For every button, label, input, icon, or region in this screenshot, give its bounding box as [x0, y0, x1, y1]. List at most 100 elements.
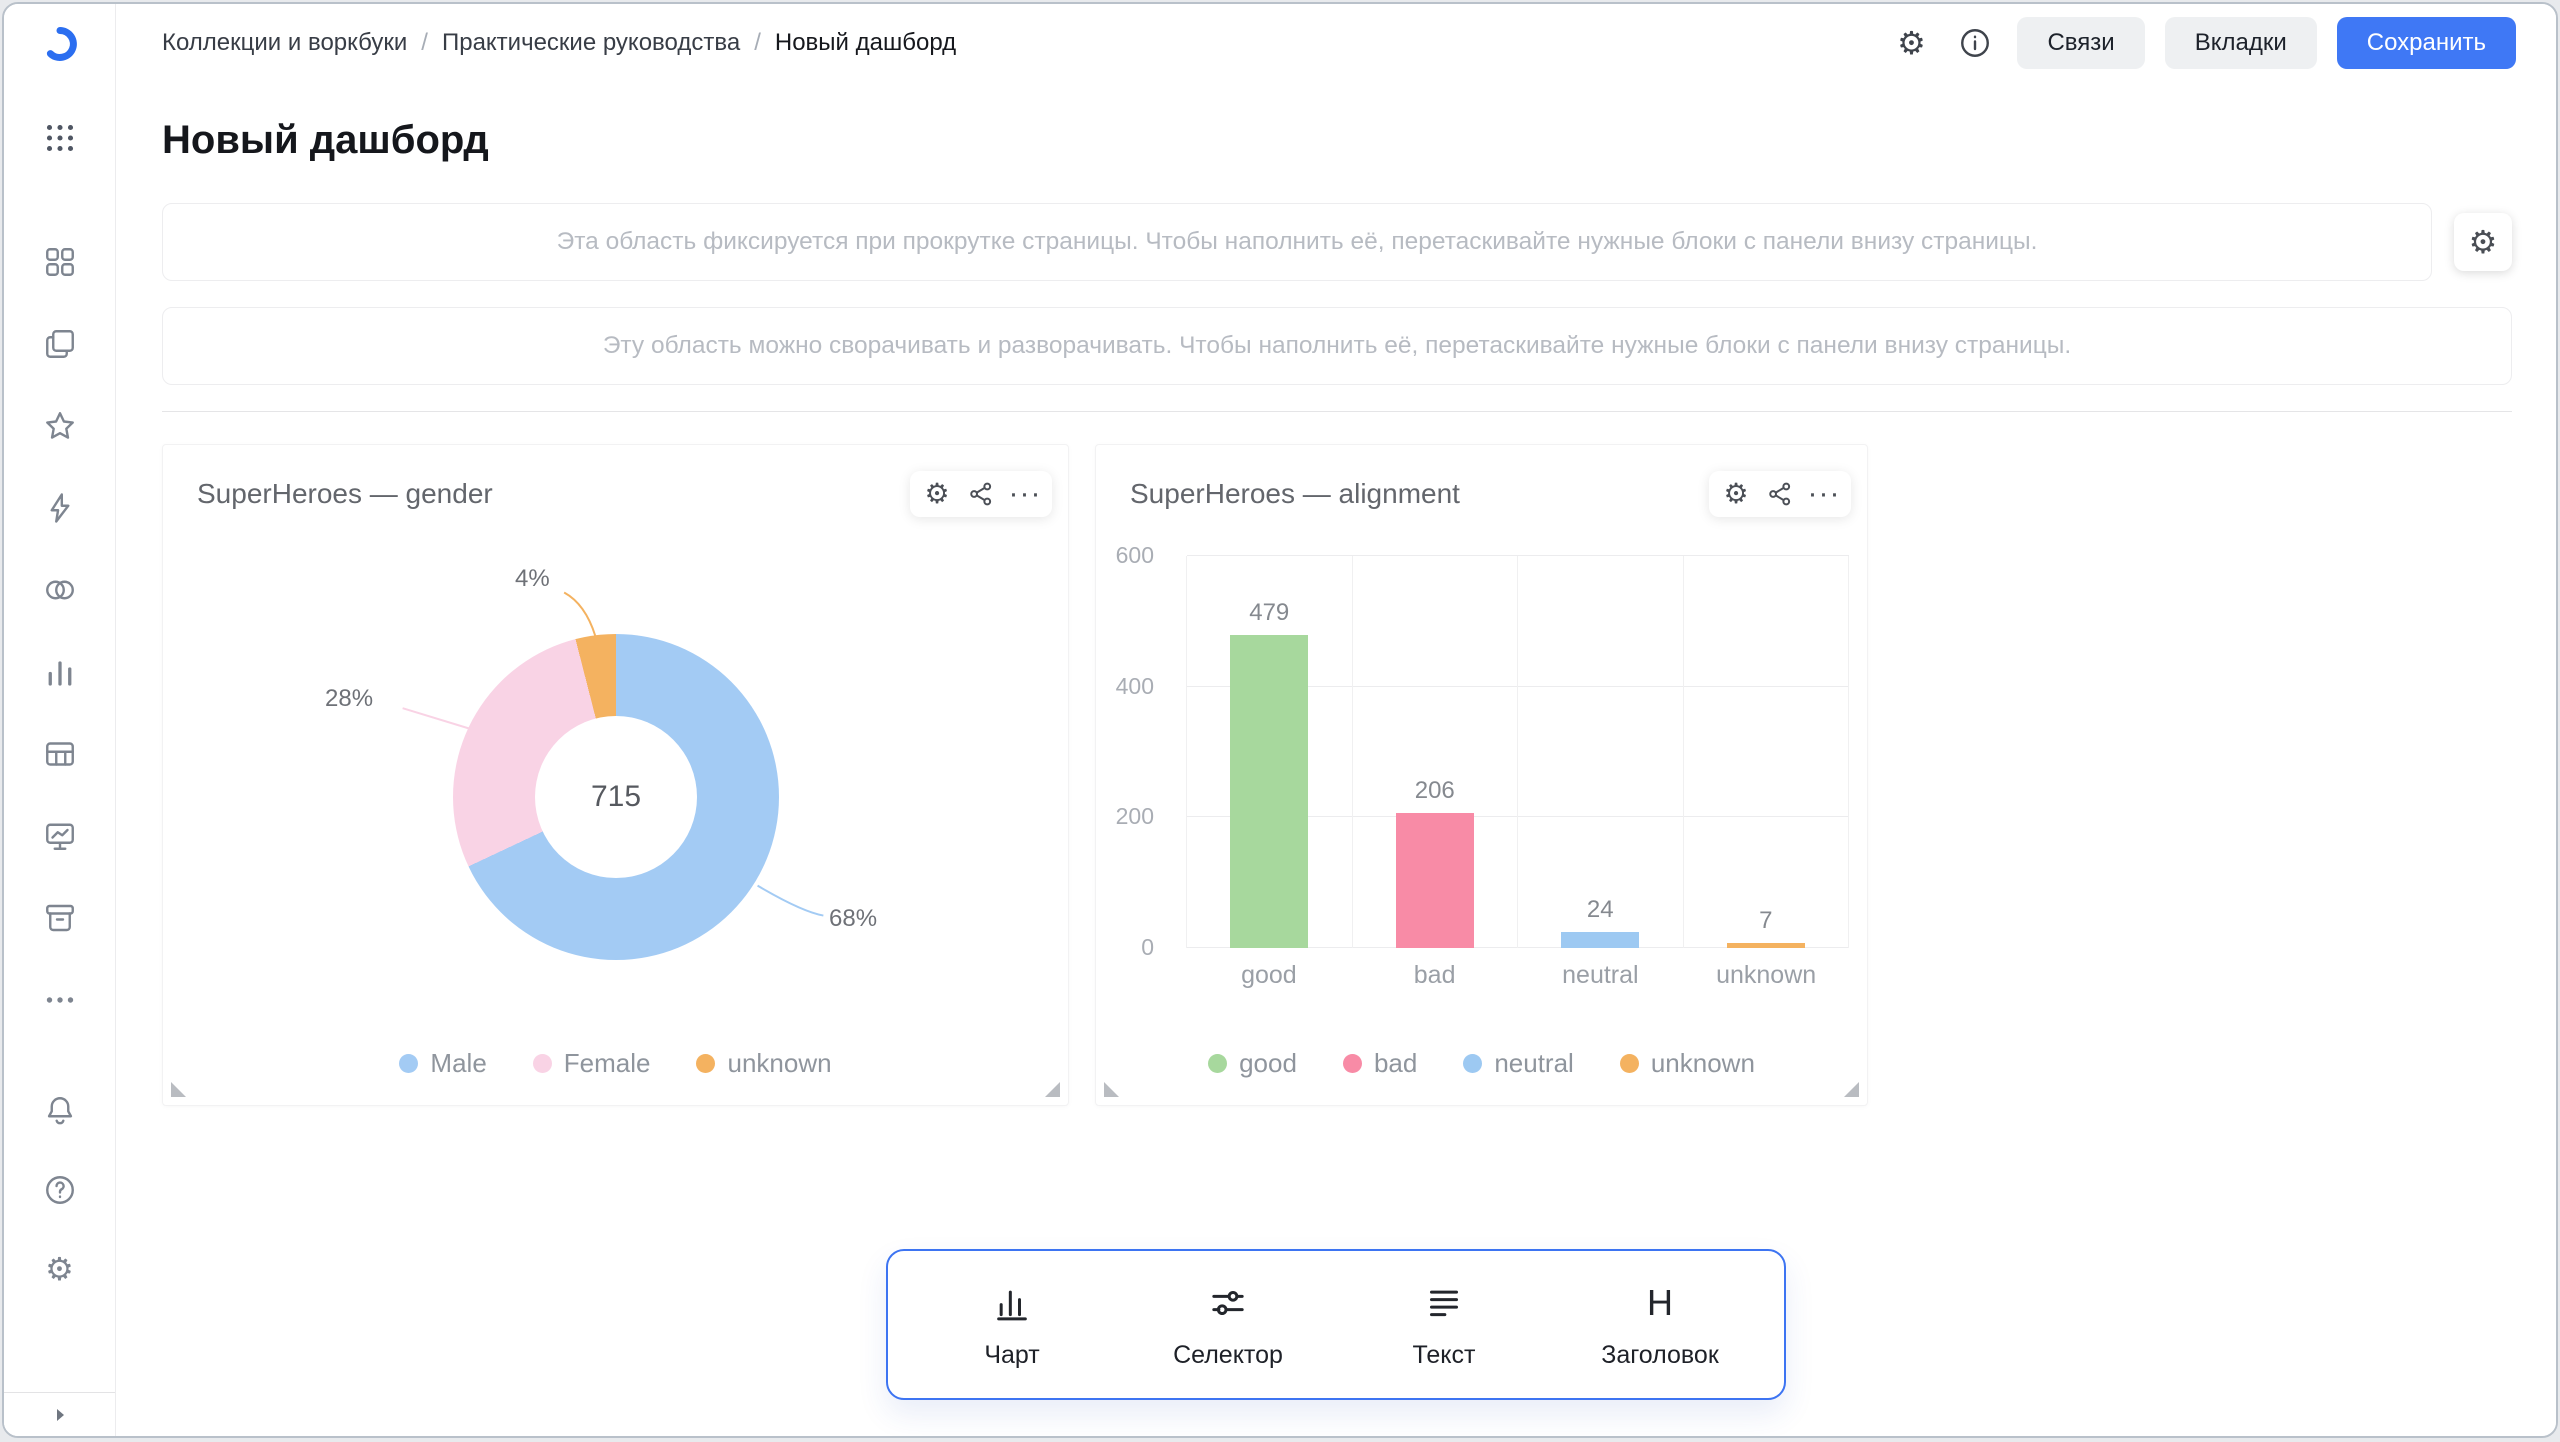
- widget-settings-button[interactable]: ⚙: [1715, 473, 1757, 515]
- gridline: [1187, 685, 1849, 687]
- gear-icon: ⚙: [1897, 24, 1926, 62]
- datalens-logo[interactable]: [40, 24, 80, 64]
- widget-more-button[interactable]: ···: [1004, 473, 1046, 515]
- widget-resize-handle[interactable]: [1104, 1082, 1119, 1097]
- sidebar-item-storage[interactable]: [40, 898, 80, 938]
- fixed-area-dropzone[interactable]: Эта область фиксируется при прокрутке ст…: [162, 203, 2432, 281]
- tabs-button[interactable]: Вкладки: [2164, 17, 2317, 69]
- donut-center-total: 715: [535, 716, 697, 878]
- legend-item[interactable]: unknown: [696, 1048, 832, 1079]
- widget-resize-handle[interactable]: [171, 1082, 186, 1097]
- widget-alignment[interactable]: SuperHeroes — alignment ⚙ ···: [1095, 444, 1868, 1106]
- gear-icon: ⚙: [924, 477, 950, 510]
- legend-dot: [1463, 1054, 1483, 1073]
- ellipsis-icon: ···: [1008, 477, 1042, 510]
- save-button[interactable]: Сохранить: [2336, 17, 2516, 69]
- widget-header: SuperHeroes — gender ⚙ ···: [197, 471, 1052, 517]
- widget-relations-button[interactable]: [1759, 473, 1801, 515]
- legend-item[interactable]: good: [1208, 1048, 1297, 1079]
- legend-label: unknown: [1650, 1048, 1755, 1078]
- breadcrumb-current: Новый дашборд: [774, 29, 957, 56]
- legend-item[interactable]: neutral: [1463, 1048, 1574, 1079]
- legend-dot: [1342, 1054, 1362, 1073]
- sliders-icon: [1208, 1279, 1248, 1327]
- sidebar-item-favorites[interactable]: [40, 406, 80, 446]
- bar-value-label: 24: [1586, 896, 1614, 924]
- bar-column: 479: [1187, 556, 1353, 948]
- legend-label: Male: [430, 1048, 487, 1078]
- collections-icon: [45, 248, 74, 276]
- sidebar-item-quick-actions[interactable]: [40, 488, 80, 528]
- breadcrumb-workbook[interactable]: Практические руководства: [441, 29, 741, 56]
- gridline: [1187, 816, 1849, 818]
- dashboard-canvas: Новый дашборд Эта область фиксируется пр…: [116, 82, 2556, 1436]
- legend-item[interactable]: Male: [399, 1048, 487, 1079]
- widget-gender[interactable]: SuperHeroes — gender ⚙ ···: [162, 444, 1069, 1106]
- gridline: [1187, 947, 1849, 948]
- sidebar-item-tables[interactable]: [40, 734, 80, 774]
- bar-plot: 479 206 24 7: [1186, 555, 1849, 948]
- sidebar-settings-button[interactable]: ⚙: [40, 1249, 80, 1289]
- info-button[interactable]: [1953, 21, 1997, 65]
- main-area: Коллекции и воркбуки / Практические руко…: [116, 4, 2556, 1436]
- widget-controls: ⚙ ···: [1709, 471, 1851, 517]
- bar[interactable]: [1561, 932, 1640, 948]
- widget-resize-handle[interactable]: [1045, 1082, 1060, 1097]
- add-selector-item[interactable]: Селектор: [1120, 1279, 1336, 1370]
- sidebar-item-dashboards[interactable]: [40, 816, 80, 856]
- legend-dot: [1208, 1054, 1228, 1073]
- dashboard-settings-button[interactable]: ⚙: [1889, 21, 1933, 65]
- gear-icon: ⚙: [1723, 477, 1749, 510]
- ellipsis-icon: ···: [1807, 477, 1841, 510]
- bar-value-label: 7: [1759, 907, 1773, 935]
- breadcrumb-collections[interactable]: Коллекции и воркбуки: [162, 29, 408, 56]
- collapsible-area-dropzone[interactable]: Эту область можно сворачивать и разворач…: [162, 307, 2512, 385]
- widget-more-button[interactable]: ···: [1803, 473, 1845, 515]
- legend-item[interactable]: Female: [532, 1048, 650, 1079]
- question-icon: [45, 1176, 74, 1204]
- notifications-button[interactable]: [40, 1091, 80, 1131]
- sidebar-item-workbooks[interactable]: [40, 324, 80, 364]
- sidebar-collapse-button[interactable]: [4, 1392, 115, 1436]
- widget-relations-button[interactable]: [960, 473, 1002, 515]
- widget-settings-button[interactable]: ⚙: [916, 473, 958, 515]
- sidebar-item-charts[interactable]: [40, 652, 80, 692]
- legend-dot: [696, 1054, 716, 1073]
- bar-legend: good bad neutral unknown: [1096, 1048, 1867, 1079]
- donut-ring[interactable]: 715: [453, 634, 779, 960]
- sidebar-item-collections[interactable]: [40, 242, 80, 282]
- bar[interactable]: [1230, 635, 1309, 948]
- donut-legend: Male Female unknown: [163, 1048, 1068, 1079]
- gear-icon: ⚙: [2468, 223, 2498, 261]
- widget-resize-handle[interactable]: [1844, 1082, 1859, 1097]
- panel-item-label: Чарт: [984, 1341, 1040, 1369]
- apps-grid-icon: [46, 124, 73, 152]
- apps-menu-button[interactable]: [40, 118, 80, 158]
- bar[interactable]: [1726, 943, 1805, 948]
- fixed-area-settings-button[interactable]: ⚙: [2454, 213, 2512, 271]
- datalens-logo-icon: [46, 27, 77, 61]
- legend-item[interactable]: bad: [1342, 1048, 1417, 1079]
- relations-button[interactable]: Связи: [2017, 17, 2145, 69]
- table-icon: [45, 742, 74, 766]
- bar[interactable]: [1395, 813, 1474, 948]
- add-chart-item[interactable]: Чарт: [904, 1279, 1120, 1370]
- breadcrumb-separator: /: [754, 29, 761, 56]
- info-icon: [1961, 29, 1990, 57]
- x-axis-labels: good bad neutral unknown: [1186, 961, 1849, 990]
- gridline: [1187, 555, 1849, 556]
- legend-item[interactable]: unknown: [1619, 1048, 1755, 1079]
- add-title-item[interactable]: H Заголовок: [1552, 1279, 1768, 1370]
- topbar: Коллекции и воркбуки / Практические руко…: [116, 4, 2556, 82]
- bar-chart-icon: [48, 661, 71, 686]
- widget-title: SuperHeroes — gender: [197, 478, 493, 509]
- x-axis-label: unknown: [1716, 961, 1817, 989]
- sidebar-item-datasets[interactable]: [40, 570, 80, 610]
- bar-value-label: 479: [1249, 599, 1290, 627]
- sidebar-item-more[interactable]: [40, 980, 80, 1020]
- panel-item-label: Заголовок: [1601, 1341, 1719, 1369]
- add-text-item[interactable]: Текст: [1336, 1279, 1552, 1370]
- help-button[interactable]: [40, 1170, 80, 1210]
- bar-column: 7: [1684, 556, 1849, 948]
- sidebar-bottom-group: ⚙: [40, 1091, 80, 1289]
